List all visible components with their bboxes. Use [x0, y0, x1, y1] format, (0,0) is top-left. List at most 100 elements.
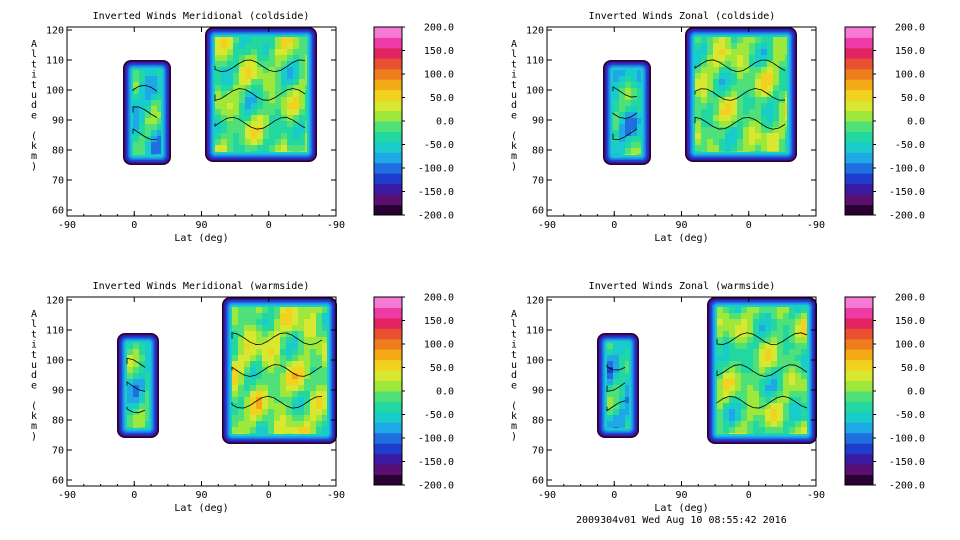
contour-cell — [251, 61, 257, 67]
contour-cell — [262, 343, 268, 349]
y-tick-label: 70 — [532, 176, 544, 187]
contour-cell — [765, 355, 771, 361]
contour-cell — [322, 337, 327, 343]
contour-cell — [749, 85, 755, 91]
contour-cell — [133, 100, 139, 106]
contour-cell — [127, 379, 133, 385]
contour-cell — [747, 337, 753, 343]
contour-cell — [779, 121, 785, 127]
colorbar-swatch — [374, 401, 402, 413]
contour-cell — [232, 313, 238, 319]
contour-cell — [761, 85, 767, 91]
contour-cell — [743, 121, 749, 127]
contour-cell — [707, 61, 713, 67]
contour-cell — [771, 403, 777, 409]
contour-cell — [613, 118, 619, 124]
contour-cell — [287, 91, 293, 97]
contour-cell — [761, 67, 767, 73]
contour-cell — [145, 112, 151, 118]
contour-cell — [779, 109, 785, 115]
contour-cell — [777, 331, 783, 337]
contour-cell — [783, 319, 789, 325]
contour-cell — [256, 331, 262, 337]
contour-cell — [795, 367, 801, 373]
contour-cell — [263, 127, 269, 133]
contour-cell — [773, 67, 779, 73]
contour-cell — [251, 115, 257, 121]
contour-cell — [761, 133, 767, 139]
contour-cell — [251, 97, 257, 103]
contour-cell — [613, 100, 619, 106]
contour-cell — [238, 391, 244, 397]
contour-cell — [795, 379, 801, 385]
contour-cell — [257, 151, 263, 152]
contour-cell — [747, 373, 753, 379]
contour-cell — [274, 307, 280, 313]
contour-cell — [244, 319, 250, 325]
contour-cell — [268, 337, 274, 343]
contour-region-1 — [597, 333, 639, 438]
contour-cell — [619, 409, 625, 415]
contour-cell — [263, 133, 269, 139]
contour-cell — [737, 43, 743, 49]
contour-cell — [731, 97, 737, 103]
contour-cell — [777, 397, 783, 403]
contour-cell — [305, 109, 307, 115]
contour-cell — [322, 343, 327, 349]
contour-cell — [310, 343, 316, 349]
contour-cell — [268, 355, 274, 361]
contour-cell — [631, 142, 637, 148]
colorbar-label: 0.0 — [907, 117, 925, 128]
contour-cell — [145, 409, 149, 415]
contour-line — [231, 395, 323, 409]
contour-cell — [293, 49, 299, 55]
contour-cell — [613, 76, 619, 82]
footer-timestamp: 2009304v01 Wed Aug 10 08:55:42 2016 — [576, 515, 787, 526]
colorbar-swatch — [374, 370, 402, 382]
contour-cell — [281, 133, 287, 139]
contour-cell — [292, 361, 298, 367]
contour-cell — [619, 70, 625, 76]
contour-cell — [795, 385, 801, 391]
contour-cell — [613, 403, 619, 409]
contour-cell — [729, 349, 735, 355]
contour-cell — [244, 307, 250, 313]
contour-cell — [139, 415, 145, 421]
contour-cell — [268, 325, 274, 331]
contour-cell — [731, 109, 737, 115]
contour-cell — [695, 55, 701, 61]
contour-cell — [239, 37, 245, 43]
contour-cell — [765, 361, 771, 367]
contour-cell — [747, 433, 753, 434]
x-tick-label: -90 — [807, 220, 825, 231]
contour-cell — [263, 91, 269, 97]
contour-cell — [701, 121, 707, 127]
contour-cell — [759, 415, 765, 421]
contour-cell — [293, 103, 299, 109]
contour-cell — [767, 133, 773, 139]
contour-cell — [256, 421, 262, 427]
contour-cell — [631, 88, 637, 94]
contour-cell — [239, 127, 245, 133]
contour-cell — [244, 385, 250, 391]
contour-cell — [238, 403, 244, 409]
contour-cell — [304, 313, 310, 319]
contour-cell — [232, 367, 238, 373]
contour-cell — [310, 361, 316, 367]
contour-cell — [151, 118, 157, 124]
contour-cell — [262, 403, 268, 409]
contour-cell — [753, 313, 759, 319]
contour-cell — [753, 361, 759, 367]
contour-cell — [316, 433, 322, 434]
contour-cell — [713, 139, 719, 145]
contour-cell — [783, 325, 789, 331]
contour-cell — [753, 427, 759, 433]
contour-cell — [145, 367, 149, 373]
contour-cell — [275, 109, 281, 115]
contour-cell — [795, 433, 801, 434]
contour-cell — [322, 349, 327, 355]
contour-cell — [717, 361, 723, 367]
contour-cell — [743, 109, 749, 115]
contour-cell — [250, 349, 256, 355]
contour-cell — [777, 403, 783, 409]
